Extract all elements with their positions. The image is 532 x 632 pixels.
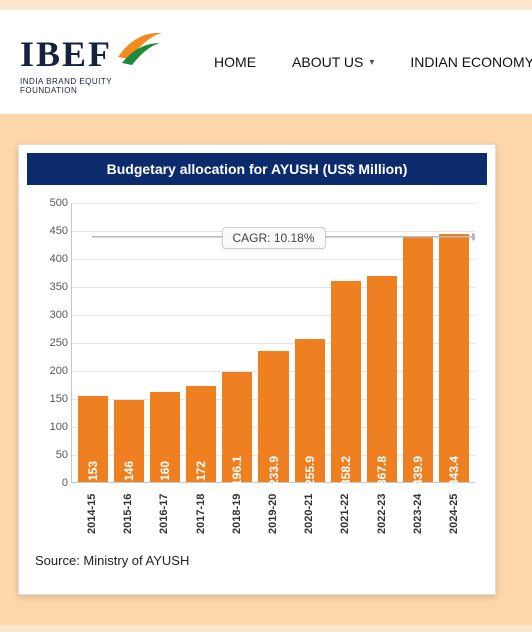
- y-tick-label: 350: [38, 281, 68, 293]
- x-tick-label: 2015-16: [113, 487, 143, 541]
- nav-label: HOME: [214, 54, 256, 70]
- x-tick-label: 2021-22: [330, 487, 360, 541]
- x-tick-label: 2023-24: [403, 487, 433, 541]
- logo-row: IBEF: [20, 29, 164, 75]
- x-tick-label: 2018-19: [222, 487, 252, 541]
- cagr-badge: CAGR: 10.18%: [221, 227, 325, 249]
- y-tick-label: 400: [38, 253, 68, 265]
- card-bottom-pad: [27, 568, 487, 586]
- nav-label: INDIAN ECONOMY: [410, 54, 532, 70]
- chart-title: Budgetary allocation for AYUSH (US$ Mill…: [27, 153, 487, 185]
- chart-source: Source: Ministry of AYUSH: [35, 553, 487, 568]
- content-area: Budgetary allocation for AYUSH (US$ Mill…: [0, 114, 532, 625]
- y-tick-label: 250: [38, 337, 68, 349]
- top-gap: [0, 0, 532, 10]
- y-tick-label: 300: [38, 309, 68, 321]
- nav: HOME ABOUT US ▾ INDIAN ECONOMY: [214, 54, 532, 70]
- y-tick-label: 200: [38, 365, 68, 377]
- header-bar: IBEF INDIA BRAND EQUITY FOUNDATION HOME …: [0, 10, 532, 114]
- y-tick-label: 100: [38, 421, 68, 433]
- x-tick-label: 2019-20: [258, 487, 288, 541]
- nav-indian-economy[interactable]: INDIAN ECONOMY: [410, 54, 532, 70]
- nav-about-us[interactable]: ABOUT US ▾: [292, 54, 374, 70]
- chart-wrap: 050100150200250300350400450500CAGR: 10.1…: [27, 203, 487, 541]
- x-tick-label: 2014-15: [77, 487, 107, 541]
- y-tick-label: 50: [38, 449, 68, 461]
- chevron-down-icon: ▾: [369, 57, 374, 68]
- y-tick-label: 500: [38, 197, 68, 209]
- chart-plot: 050100150200250300350400450500CAGR: 10.1…: [71, 203, 475, 483]
- y-tick-label: 450: [38, 225, 68, 237]
- y-tick-label: 150: [38, 393, 68, 405]
- chart-card: Budgetary allocation for AYUSH (US$ Mill…: [18, 144, 496, 595]
- x-tick-label: 2024-25: [439, 487, 469, 541]
- logo-subtext: INDIA BRAND EQUITY FOUNDATION: [20, 77, 164, 95]
- logo[interactable]: IBEF INDIA BRAND EQUITY FOUNDATION: [20, 29, 164, 95]
- x-tick-label: 2020-21: [294, 487, 324, 541]
- flag-swoosh-icon: [116, 29, 164, 69]
- x-tick-label: 2022-23: [367, 487, 397, 541]
- nav-home[interactable]: HOME: [214, 54, 256, 70]
- x-tick-label: 2017-18: [186, 487, 216, 541]
- nav-label: ABOUT US: [292, 54, 363, 70]
- y-tick-label: 0: [38, 477, 68, 489]
- logo-text: IBEF: [20, 33, 112, 75]
- x-axis-labels: 2014-152015-162016-172017-182018-192019-…: [71, 483, 475, 541]
- x-tick-label: 2016-17: [149, 487, 179, 541]
